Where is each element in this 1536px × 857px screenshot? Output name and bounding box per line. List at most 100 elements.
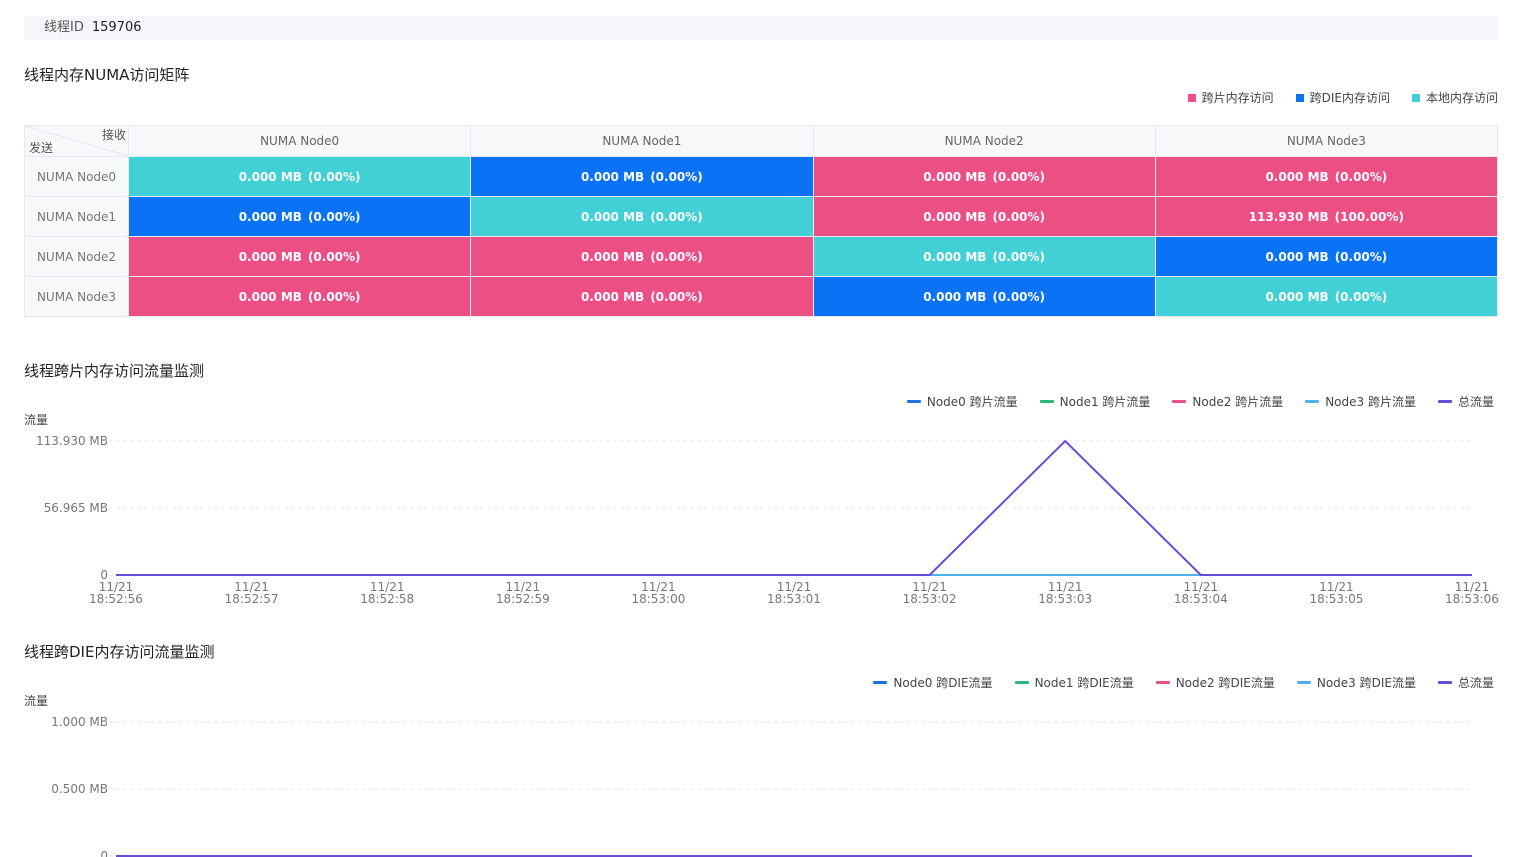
row-header: NUMA Node0 xyxy=(24,156,129,197)
legend-label: Node3 跨片流量 xyxy=(1325,395,1416,409)
cell-percent: (0.00%) xyxy=(307,289,361,304)
legend-swatch xyxy=(906,400,921,403)
corner-diagonal xyxy=(25,126,129,156)
legend-label: Node2 跨DIE流量 xyxy=(1175,676,1275,690)
matrix-row: NUMA Node1 0.000 MB (0.00%) 0.000 MB (0.00%)… xyxy=(24,196,1499,237)
x-tick-label: 11/21 18:53:03 xyxy=(1038,580,1092,606)
y-axis-label: 流量 xyxy=(24,694,48,708)
y-tick-label: 1.000 MB xyxy=(51,715,108,729)
matrix-cell: 0.000 MB (0.00%) xyxy=(470,276,814,317)
legend-swatch xyxy=(1411,93,1420,102)
y-tick-label: 56.965 MB xyxy=(44,501,108,515)
column-header: NUMA Node2 xyxy=(812,125,1156,157)
legend-swatch xyxy=(1305,400,1320,403)
cell-amount: 0.000 MB xyxy=(238,289,302,304)
x-tick-label: 11/21 18:53:01 xyxy=(767,580,821,606)
matrix-title: 线程内存NUMA访问矩阵 xyxy=(24,66,190,84)
legend-swatch xyxy=(1172,400,1187,403)
matrix-cell: 0.000 MB (0.00%) xyxy=(1154,276,1499,317)
x-tick-label: 11/21 18:53:06 xyxy=(1445,580,1499,606)
legend-item: Node2 跨片流量 xyxy=(1172,393,1283,410)
cell-amount: 0.000 MB xyxy=(923,169,987,184)
legend-label: Node0 跨DIE流量 xyxy=(893,676,993,690)
matrix-cell: 0.000 MB (0.00%) xyxy=(470,236,814,277)
cell-percent: (0.00%) xyxy=(307,249,361,264)
matrix-cell: 0.000 MB (0.00%) xyxy=(812,276,1156,317)
thread-header: 线程ID 159706 xyxy=(24,16,1498,40)
cell-amount: 0.000 MB xyxy=(1265,249,1329,264)
cell-percent: (0.00%) xyxy=(992,249,1046,264)
thread-id-value: 159706 xyxy=(91,20,142,35)
y-axis-label: 流量 xyxy=(24,413,48,427)
cell-amount: 0.000 MB xyxy=(238,249,302,264)
series-line xyxy=(116,439,1472,576)
legend-item: Node1 跨片流量 xyxy=(1039,393,1151,410)
corner-cell: 接收 发送 xyxy=(24,125,129,157)
cell-amount: 0.000 MB xyxy=(238,209,302,224)
cell-percent: (0.00%) xyxy=(992,289,1046,304)
matrix-cell: 0.000 MB (0.00%) xyxy=(127,276,472,317)
matrix-cell: 0.000 MB (0.00%) xyxy=(127,196,472,237)
cell-amount: 0.000 MB xyxy=(580,249,645,264)
x-tick-label: 11/21 18:53:04 xyxy=(1174,580,1228,606)
legend-label: Node0 跨片流量 xyxy=(926,395,1018,409)
row-header: NUMA Node1 xyxy=(24,196,129,237)
cell-percent: (0.00%) xyxy=(650,249,703,264)
x-tick-label: 11/21 18:52:59 xyxy=(496,580,550,606)
x-tick-label: 11/21 18:52:56 xyxy=(89,580,143,606)
row-header: NUMA Node2 xyxy=(24,236,129,277)
legend-item: 总流量 xyxy=(1437,674,1494,691)
legend-item: 总流量 xyxy=(1437,393,1494,410)
cell-amount: 0.000 MB xyxy=(1265,169,1329,184)
x-tick-label: 11/21 18:53:02 xyxy=(903,580,957,606)
matrix-cell: 113.930 MB (100.00%) xyxy=(1154,196,1499,237)
x-tick-label: 11/21 18:53:05 xyxy=(1309,580,1363,606)
matrix-cell: 0.000 MB (0.00%) xyxy=(470,156,814,197)
column-header: NUMA Node1 xyxy=(470,125,814,157)
cell-amount: 0.000 MB xyxy=(580,169,645,184)
cell-percent: (0.00%) xyxy=(650,169,703,184)
legend-item: Node2 跨DIE流量 xyxy=(1155,674,1275,691)
diagonal xyxy=(25,126,129,156)
legend-label: 总流量 xyxy=(1457,676,1494,690)
cell-percent: (0.00%) xyxy=(992,209,1046,224)
cell-percent: (0.00%) xyxy=(650,289,703,304)
cell-percent: (0.00%) xyxy=(1334,249,1388,264)
cell-amount: 0.000 MB xyxy=(580,289,645,304)
legend-swatch xyxy=(1437,400,1452,403)
chart-legend: Node0 跨片流量 Node1 跨片流量 Node2 跨片流量 Node3 跨片流量… xyxy=(906,393,1494,410)
column-header: NUMA Node0 xyxy=(127,125,472,157)
matrix-cell: 0.000 MB (0.00%) xyxy=(1154,236,1499,277)
column-header: NUMA Node3 xyxy=(1154,125,1499,157)
cell-percent: (100.00%) xyxy=(1334,209,1404,224)
legend-item: Node0 跨片流量 xyxy=(906,393,1018,410)
y-tick-label: 113.930 MB xyxy=(36,434,108,448)
cell-percent: (0.00%) xyxy=(992,169,1046,184)
legend-swatch xyxy=(1295,93,1304,102)
x-tick-label: 11/21 18:52:57 xyxy=(225,580,279,606)
legend-swatch xyxy=(1187,93,1196,102)
cell-amount: 0.000 MB xyxy=(238,169,302,184)
header-row: 接收 发送 NUMA Node0 NUMA Node1 NUMA Node2 NUMA N… xyxy=(24,125,1499,157)
legend-item: 本地内存访问 xyxy=(1411,89,1498,106)
legend-label: Node1 跨片流量 xyxy=(1059,395,1151,409)
cell-percent: (0.00%) xyxy=(307,169,361,184)
x-tick-label: 11/21 18:53:00 xyxy=(631,580,685,606)
line-chart: 流量 0 0.500 MB 1.000 MB xyxy=(24,694,1472,857)
legend-item: 跨DIE内存访问 xyxy=(1295,89,1390,106)
cell-percent: (0.00%) xyxy=(1334,289,1388,304)
chart-title: 线程跨DIE内存访问流量监测 xyxy=(24,643,215,661)
y-tick-label: 0 xyxy=(100,849,108,857)
legend-label: 总流量 xyxy=(1457,395,1494,409)
matrix-cell: 0.000 MB (0.00%) xyxy=(470,196,814,237)
legend-swatch xyxy=(1039,400,1054,403)
legend-item: Node3 跨片流量 xyxy=(1305,393,1416,410)
matrix-legend: 跨片内存访问 跨DIE内存访问 本地内存访问 xyxy=(1187,89,1498,106)
legend-label: 跨片内存访问 xyxy=(1201,91,1274,105)
corner-column-label: 接收 xyxy=(101,128,126,142)
matrix-cell: 0.000 MB (0.00%) xyxy=(812,156,1156,197)
legend-label: 本地内存访问 xyxy=(1425,91,1498,105)
matrix-cell: 0.000 MB (0.00%) xyxy=(812,196,1156,237)
legend-item: Node3 跨DIE流量 xyxy=(1296,674,1416,691)
legend-item: Node1 跨DIE流量 xyxy=(1014,674,1134,691)
